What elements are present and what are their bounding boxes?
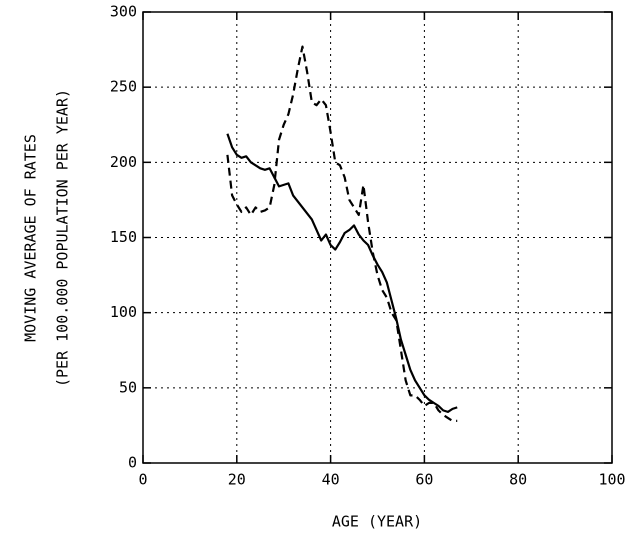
y-tick-label: 300 <box>110 3 137 21</box>
y-tick-label: 50 <box>119 378 137 396</box>
x-tick-label: 60 <box>415 471 433 489</box>
data-line <box>226 133 458 413</box>
x-tick-label: 0 <box>138 471 147 489</box>
data-line <box>226 45 458 423</box>
y-axis-label: MOVING AVERAGE OF RATES <box>22 134 40 342</box>
y-tick-label: 200 <box>110 153 137 171</box>
x-tick-label: 20 <box>228 471 246 489</box>
y-tick-label: 0 <box>128 454 137 472</box>
x-axis-label: AGE (YEAR) <box>332 513 422 531</box>
x-tick-label: 80 <box>509 471 527 489</box>
x-tick-label: 100 <box>598 471 625 489</box>
y-tick-label: 150 <box>110 228 137 246</box>
y-tick-label: 250 <box>110 78 137 96</box>
y-tick-label: 100 <box>110 303 137 321</box>
y-axis-label: (PER 100.000 POPULATION PER YEAR) <box>54 89 72 387</box>
x-tick-label: 40 <box>322 471 340 489</box>
